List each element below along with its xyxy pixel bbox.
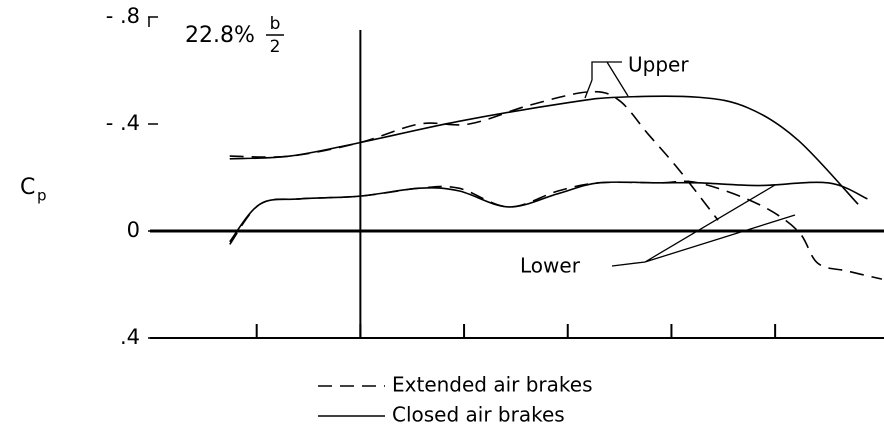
y-tick-label: - .4: [106, 111, 140, 135]
fraction-denominator: 2: [270, 37, 281, 57]
upper-leader: [584, 61, 629, 99]
legend-label: Extended air brakes: [392, 373, 593, 397]
upper-curve: [229, 95, 859, 205]
y-tick-label: 0: [127, 218, 140, 242]
upper-curve: [229, 90, 719, 221]
upper-annotation: Upper: [628, 53, 689, 77]
legend-label: Closed air brakes: [392, 403, 565, 427]
fraction-numerator: b: [270, 14, 281, 34]
lower-curve: [229, 181, 868, 243]
y-axis-label-sub: p: [37, 187, 47, 205]
y-tick-label: .4: [120, 325, 140, 349]
y-axis-label: C: [20, 175, 35, 200]
lower-annotation: Lower: [520, 254, 581, 278]
y-tick-label: - .8: [106, 4, 140, 28]
lower-leader: [611, 184, 796, 267]
station-label: 22.8%: [185, 23, 255, 48]
